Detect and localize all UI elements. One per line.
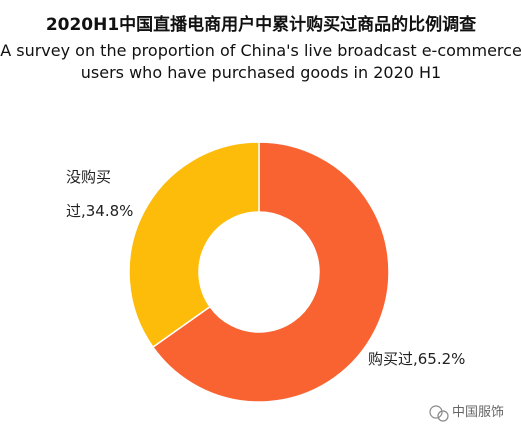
watermark: 中国服饰 bbox=[452, 405, 504, 420]
data-label: 购买过,65.2% bbox=[368, 350, 466, 368]
chart-title: 2020H1中国直播电商用户中累计购买过商品的比例调查 bbox=[46, 14, 477, 35]
data-label: 没购买过,34.8% bbox=[66, 168, 134, 220]
watermark-icon bbox=[429, 405, 449, 422]
slice bbox=[151, 141, 390, 403]
slice bbox=[128, 141, 260, 349]
subtitle: A survey on the proportion of China's li… bbox=[0, 41, 522, 60]
subtitle: users who have purchased goods in 2020 H… bbox=[81, 63, 441, 82]
